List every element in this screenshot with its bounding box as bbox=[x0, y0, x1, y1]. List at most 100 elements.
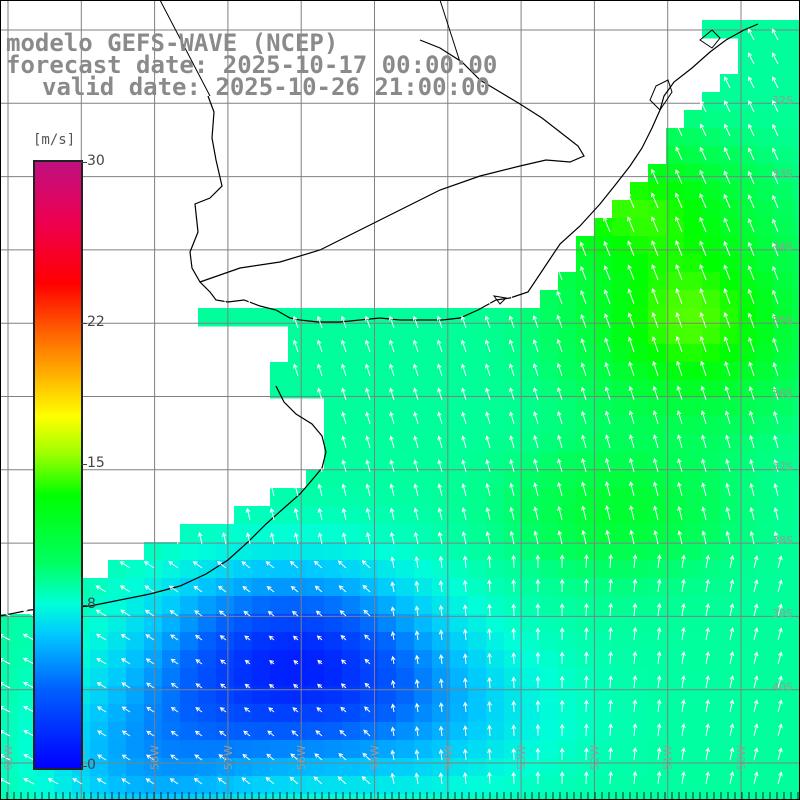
wind-speed-cell bbox=[594, 524, 613, 543]
wind-arrow bbox=[23, 730, 35, 737]
wind-speed-cell bbox=[396, 758, 415, 777]
wind-speed-cell bbox=[396, 488, 415, 507]
wind-arrow bbox=[675, 123, 683, 137]
wind-arrow bbox=[414, 749, 420, 761]
wind-speed-cell bbox=[486, 434, 505, 453]
wind-speed-cell bbox=[738, 578, 757, 597]
wind-speed-cell bbox=[360, 398, 379, 417]
wind-speed-cell bbox=[234, 632, 253, 651]
wind-speed-cell bbox=[378, 632, 397, 651]
wind-speed-cell bbox=[504, 704, 523, 723]
wind-arrow bbox=[244, 659, 251, 665]
wind-speed-cell bbox=[756, 146, 775, 165]
wind-arrow bbox=[220, 659, 227, 665]
wind-speed-cell bbox=[558, 650, 577, 669]
wind-speed-cell bbox=[378, 308, 397, 327]
wind-speed-cell bbox=[288, 326, 307, 345]
wind-arrow bbox=[170, 682, 179, 689]
wind-speed-cell bbox=[306, 740, 325, 759]
wind-speed-cell bbox=[450, 632, 469, 651]
wind-speed-cell bbox=[702, 596, 721, 615]
wind-speed-cell bbox=[774, 290, 793, 309]
wind-arrow bbox=[462, 748, 468, 761]
wind-speed-cell bbox=[378, 506, 397, 525]
wind-arrow bbox=[747, 170, 755, 185]
wind-arrow bbox=[389, 363, 395, 377]
wind-arrow bbox=[436, 315, 443, 329]
wind-speed-cell bbox=[378, 542, 397, 561]
wind-speed-cell bbox=[648, 200, 667, 219]
wind-arrow bbox=[699, 287, 707, 305]
wind-speed-cell bbox=[234, 686, 253, 705]
wind-arrow bbox=[168, 561, 179, 569]
wind-arrow bbox=[292, 291, 299, 305]
wind-speed-cell bbox=[666, 488, 685, 507]
wind-speed-cell bbox=[540, 326, 559, 345]
wind-speed-cell bbox=[468, 686, 487, 705]
wind-speed-cell bbox=[792, 776, 800, 795]
colorbar-unit: [m/s] bbox=[33, 132, 76, 148]
wind-speed-cell bbox=[594, 434, 613, 453]
wind-speed-cell bbox=[702, 344, 721, 363]
wind-arrow bbox=[675, 335, 683, 353]
wind-speed-cell bbox=[666, 470, 685, 489]
wind-arrow bbox=[245, 507, 251, 521]
wind-speed-cell bbox=[432, 524, 451, 543]
wind-speed-cell bbox=[774, 38, 793, 57]
wind-speed-cell bbox=[756, 794, 775, 800]
wind-speed-cell bbox=[0, 740, 19, 759]
wind-speed-cell bbox=[702, 560, 721, 579]
wind-arrow bbox=[533, 411, 539, 425]
wind-speed-cell bbox=[756, 128, 775, 147]
wind-arrow bbox=[487, 579, 492, 593]
wind-speed-cell bbox=[504, 308, 523, 327]
wind-arrow bbox=[603, 265, 611, 281]
wind-speed-cell bbox=[468, 596, 487, 615]
wind-arrow bbox=[725, 506, 731, 521]
wind-speed-cell bbox=[18, 740, 37, 759]
wind-arrow bbox=[699, 99, 707, 113]
wind-speed-cell bbox=[792, 794, 800, 800]
wind-speed-cell bbox=[360, 668, 379, 687]
wind-arrow bbox=[22, 681, 35, 689]
wind-arrow bbox=[723, 240, 731, 257]
colorbar-tick-label: 8 bbox=[87, 595, 96, 612]
wind-speed-cell bbox=[594, 398, 613, 417]
wind-speed-cell bbox=[720, 560, 739, 579]
wind-arrow bbox=[437, 435, 443, 449]
wind-arrow bbox=[438, 580, 444, 593]
wind-speed-cell bbox=[306, 686, 325, 705]
wind-arrow bbox=[390, 606, 396, 617]
wind-speed-cell bbox=[450, 362, 469, 381]
wind-arrow bbox=[532, 338, 539, 353]
wind-arrow bbox=[652, 360, 659, 377]
wind-speed-cell bbox=[270, 722, 289, 741]
wind-arrow bbox=[146, 706, 155, 713]
wind-speed-cell bbox=[342, 740, 361, 759]
wind-arrow bbox=[651, 264, 659, 281]
wind-arrow bbox=[723, 123, 731, 137]
wind-speed-cell bbox=[486, 542, 505, 561]
wind-speed-cell bbox=[612, 506, 631, 525]
wind-arrow bbox=[605, 505, 611, 521]
wind-arrow bbox=[269, 532, 275, 545]
wind-speed-cell bbox=[684, 452, 703, 471]
wind-speed-cell bbox=[324, 794, 343, 800]
wind-speed-cell bbox=[414, 596, 433, 615]
wind-speed-cell bbox=[486, 398, 505, 417]
wind-speed-cell bbox=[630, 650, 649, 669]
wind-arrow bbox=[632, 675, 638, 689]
wind-speed-cell bbox=[774, 398, 793, 417]
wind-speed-cell bbox=[756, 740, 775, 759]
wind-speed-cell bbox=[630, 488, 649, 507]
wind-speed-cell bbox=[432, 380, 451, 399]
wind-speed-cell bbox=[792, 110, 800, 129]
wind-arrow bbox=[438, 678, 444, 689]
wind-speed-cell bbox=[342, 452, 361, 471]
wind-speed-cell bbox=[0, 632, 19, 651]
wind-speed-cell bbox=[684, 650, 703, 669]
wind-speed-cell bbox=[702, 722, 721, 741]
wind-speed-cell bbox=[702, 272, 721, 291]
wind-speed-cell bbox=[396, 650, 415, 669]
wind-speed-cell bbox=[18, 614, 37, 633]
